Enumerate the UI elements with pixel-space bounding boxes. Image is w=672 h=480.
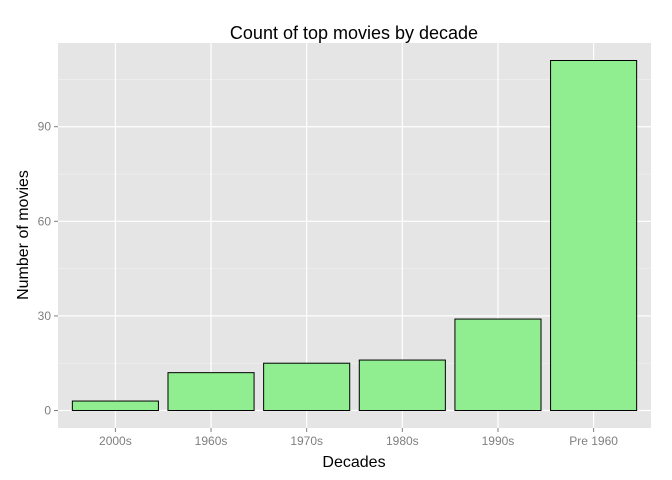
x-tick-label: 1970s: [290, 434, 323, 448]
bar-1960s: [167, 372, 255, 412]
x-tick-label: Pre 1960: [569, 434, 618, 448]
bar-1990s: [454, 318, 542, 412]
x-tick-label: 1960s: [195, 434, 228, 448]
x-tick-label: 1980s: [386, 434, 419, 448]
chart-title: Count of top movies by decade: [230, 23, 478, 43]
x-axis-title: Decades: [322, 454, 385, 471]
y-axis-title: Number of movies: [15, 170, 32, 300]
x-axis-ticks: 2000s 1960s 1970s 1980s 1990s Pre 1960: [99, 428, 618, 448]
y-tick-label: 60: [38, 214, 52, 228]
y-axis-ticks: 0 30 60 90: [38, 120, 58, 418]
x-tick-label: 1990s: [482, 434, 515, 448]
bar-1980s: [358, 359, 446, 412]
bar-2000s: [71, 400, 159, 411]
x-tick-label: 2000s: [99, 434, 132, 448]
bar-1970s: [263, 362, 351, 411]
y-tick-label: 90: [38, 120, 52, 134]
y-tick-label: 0: [44, 404, 51, 418]
bar-pre-1960: [550, 60, 638, 411]
y-tick-label: 30: [38, 309, 52, 323]
bars: [71, 60, 638, 412]
